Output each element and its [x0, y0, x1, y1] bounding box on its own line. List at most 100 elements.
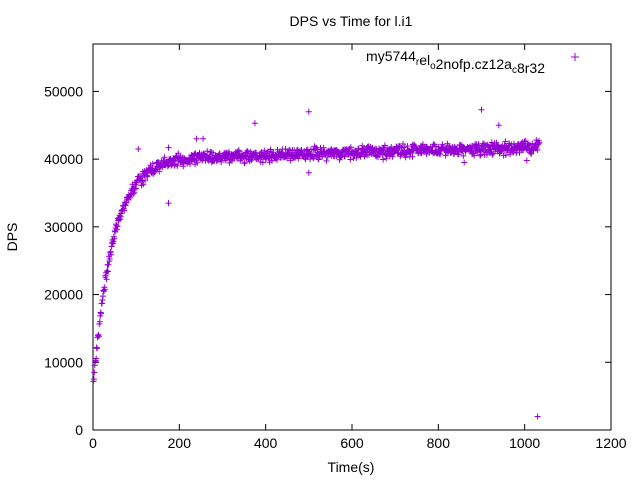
legend-label: my5744relo2nofp.cz12ac8r32: [366, 48, 545, 76]
data-point: [165, 200, 172, 207]
data-point: [502, 138, 509, 145]
x-axis-label: Time(s): [328, 459, 375, 475]
data-point: [191, 151, 198, 158]
data-point: [251, 120, 258, 127]
data-point: [510, 149, 517, 156]
data-point: [347, 156, 354, 163]
data-point: [461, 159, 468, 166]
data-point: [175, 150, 182, 157]
data-point: [534, 413, 541, 420]
data-point: [139, 178, 146, 185]
data-point: [495, 122, 502, 129]
y-tick-label: 0: [75, 422, 83, 438]
data-point: [105, 261, 112, 268]
data-point: [193, 135, 200, 142]
data-point: [419, 141, 426, 148]
x-tick-label: 1200: [595, 435, 626, 451]
data-point: [305, 169, 312, 176]
data-point: [401, 144, 408, 151]
data-point: [534, 147, 541, 153]
data-point: [389, 153, 396, 160]
data-point: [101, 286, 108, 293]
x-tick-label: 400: [254, 435, 278, 451]
data-point: [523, 157, 530, 164]
legend: my5744relo2nofp.cz12ac8r32: [366, 48, 579, 76]
data-points: [90, 106, 543, 420]
data-point: [347, 144, 354, 151]
data-point: [91, 369, 98, 376]
data-point: [323, 157, 330, 164]
chart-title: DPS vs Time for l.i1: [290, 13, 413, 29]
data-point: [111, 235, 118, 242]
data-point: [227, 156, 234, 163]
data-point: [140, 181, 147, 188]
data-point: [204, 148, 211, 155]
data-point: [489, 151, 496, 158]
data-point: [131, 186, 138, 192]
plot-frame: [92, 43, 612, 431]
data-point: [133, 185, 139, 192]
y-tick-label: 30000: [44, 219, 83, 235]
data-point: [165, 144, 172, 151]
data-point: [380, 156, 387, 163]
data-point: [93, 355, 100, 362]
data-point: [135, 146, 142, 152]
data-point: [342, 153, 348, 160]
data-point: [90, 376, 97, 383]
data-point: [94, 345, 101, 352]
x-tick-label: 1000: [509, 435, 540, 451]
data-point: [95, 333, 102, 340]
data-point: [259, 159, 266, 166]
data-point: [400, 141, 406, 147]
data-point: [460, 152, 467, 159]
data-point: [142, 177, 149, 184]
data-point: [99, 293, 106, 300]
x-tick-label: 200: [168, 435, 192, 451]
y-tick-label: 50000: [44, 83, 83, 99]
data-point: [241, 159, 248, 166]
axes: 0 200 400 600 800 1000 1200 0 10000 20000 30000 400…: [44, 43, 627, 451]
data-point: [200, 135, 207, 142]
x-tick-label: 800: [427, 435, 451, 451]
data-point: [471, 152, 478, 159]
data-point: [98, 310, 105, 317]
data-point: [295, 155, 302, 162]
data-point: [455, 151, 462, 158]
data-point: [194, 159, 201, 166]
data-point: [174, 162, 181, 169]
data-point: [106, 256, 113, 262]
legend-marker: [571, 53, 579, 61]
y-tick-label: 20000: [44, 287, 83, 303]
data-point: [501, 147, 508, 154]
data-point: [235, 147, 242, 154]
data-point: [516, 149, 523, 156]
data-point: [502, 152, 509, 159]
data-point: [409, 153, 416, 160]
data-point: [161, 154, 168, 161]
y-tick-label: 40000: [44, 151, 83, 167]
data-point: [305, 108, 312, 115]
y-axis-label: DPS: [4, 223, 20, 252]
data-point: [267, 146, 274, 153]
data-point: [270, 149, 277, 156]
data-point: [478, 106, 485, 113]
data-point: [96, 318, 103, 325]
data-point: [423, 151, 430, 158]
data-point: [442, 152, 449, 159]
data-point: [274, 156, 280, 163]
data-point: [121, 207, 128, 214]
data-point: [114, 223, 121, 230]
data-point: [536, 139, 543, 146]
data-point: [490, 150, 497, 157]
data-point: [508, 141, 515, 148]
data-point: [108, 251, 115, 258]
data-point: [149, 160, 156, 167]
data-point: [483, 151, 490, 158]
data-point: [130, 190, 137, 197]
data-point: [104, 268, 111, 275]
y-tick-label: 10000: [44, 354, 83, 370]
legend-marker-plus: [571, 53, 579, 61]
x-tick-label: 0: [89, 435, 97, 451]
data-point: [223, 155, 230, 162]
